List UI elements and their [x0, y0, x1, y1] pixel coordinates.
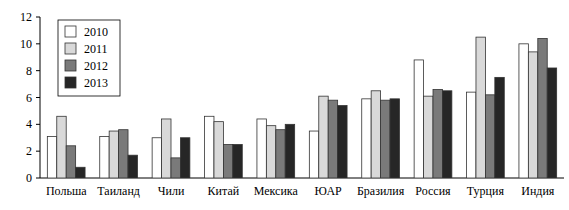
bar [128, 155, 137, 178]
bar [495, 77, 504, 178]
bar [223, 144, 232, 178]
bar [266, 126, 275, 178]
bar [442, 91, 451, 178]
bar [433, 89, 442, 178]
bar [57, 116, 66, 178]
y-tick-label: 4 [26, 117, 32, 131]
bar [485, 95, 494, 178]
bar [528, 52, 537, 178]
bars [47, 37, 556, 178]
bar [76, 167, 85, 178]
bar [309, 131, 318, 178]
bar [100, 136, 109, 178]
legend-swatch [65, 77, 76, 88]
legend-swatch [65, 26, 76, 37]
bar [476, 37, 485, 178]
bar [276, 130, 285, 178]
y-tick-label: 6 [26, 91, 32, 105]
legend-label: 2013 [84, 76, 108, 90]
bar [109, 131, 118, 178]
y-tick [36, 124, 40, 125]
bar [381, 100, 390, 178]
x-tick-label: Бразилия [357, 184, 405, 198]
y-tick-label: 0 [26, 171, 32, 185]
legend-label: 2010 [84, 25, 108, 39]
y-tick [36, 178, 40, 179]
y-tick-label: 2 [26, 144, 32, 158]
chart-container: 0 2 4 6 8 10 12 Польша Таиланд Чили Китай Мексика ЮА… [0, 0, 569, 210]
bar [233, 144, 242, 178]
bar [547, 68, 556, 178]
legend-box [58, 20, 120, 96]
bar [538, 38, 547, 178]
legend-label: 2012 [84, 59, 108, 73]
x-tick-label: Турция [467, 184, 505, 198]
x-tick-label: Россия [415, 184, 451, 198]
bar [66, 146, 75, 178]
bar [467, 92, 476, 178]
x-tick-label: Индия [521, 184, 555, 198]
bar [119, 130, 128, 178]
x-tick-label: Китай [208, 184, 240, 198]
x-tick-label: ЮАР [315, 184, 343, 198]
legend-swatch [65, 60, 76, 71]
y-tick [36, 97, 40, 98]
legend-swatch [65, 43, 76, 54]
bar [362, 99, 371, 178]
bar [424, 96, 433, 178]
x-tick-label: Чили [158, 184, 185, 198]
bar [152, 138, 161, 178]
bar [180, 138, 189, 178]
bar [519, 44, 528, 178]
bar [390, 99, 399, 178]
bar [319, 96, 328, 178]
y-tick-label: 12 [20, 10, 32, 24]
bar [328, 100, 337, 178]
y-tick-label: 10 [20, 37, 32, 51]
bar [162, 119, 171, 178]
bar [171, 158, 180, 178]
bar [47, 136, 56, 178]
bar [371, 91, 380, 178]
legend-label: 2011 [84, 42, 108, 56]
bar [414, 60, 423, 178]
bar [205, 116, 214, 178]
legend: 2010 2011 2012 2013 [58, 20, 120, 96]
bar [257, 119, 266, 178]
bar [214, 122, 223, 178]
x-tick-label: Таиланд [97, 184, 140, 198]
y-tick [36, 43, 40, 44]
y-tick [36, 151, 40, 152]
chart-svg: 0 2 4 6 8 10 12 Польша Таиланд Чили Китай Мексика ЮА… [0, 0, 569, 210]
bar [338, 106, 347, 178]
y-tick [36, 70, 40, 71]
y-tick-label: 8 [26, 64, 32, 78]
y-tick [36, 17, 40, 18]
bar [285, 124, 294, 178]
x-tick-label: Польша [46, 184, 87, 198]
x-tick-label: Мексика [254, 184, 299, 198]
